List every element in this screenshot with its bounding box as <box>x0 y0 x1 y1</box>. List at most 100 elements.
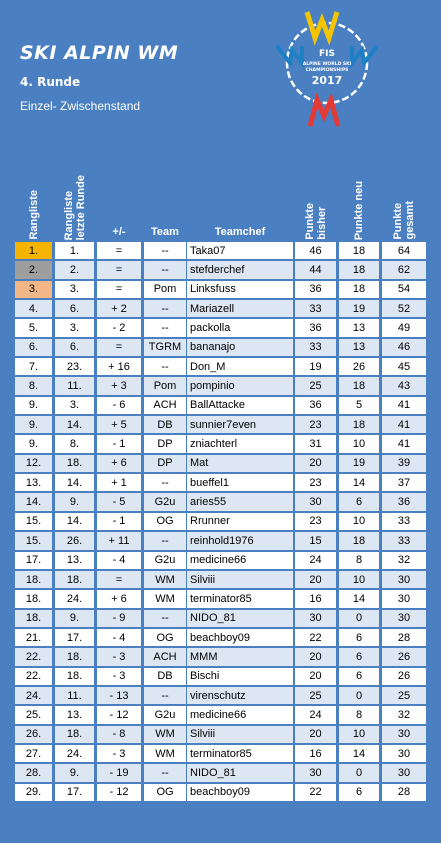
col-header-points-total: Punkte gesamt <box>392 201 416 240</box>
diff-cell: + 6 <box>97 454 141 474</box>
table-row: 9. 14. + 5 DB sunnier7even 23 18 41 <box>15 415 429 435</box>
points-new-cell: 18 <box>339 280 379 300</box>
points-new-cell: 13 <box>339 338 379 358</box>
rank-cell: 3. <box>15 280 52 300</box>
teamchef-cell: Mat <box>187 454 293 474</box>
prev-rank-cell: 18. <box>55 570 94 590</box>
prev-rank-cell: 18. <box>55 648 94 667</box>
points-before-cell: 33 <box>295 300 336 319</box>
table-row: 22. 18. - 3 DB Bischi 20 6 26 <box>15 667 429 686</box>
teamchef-cell: Linksfuss <box>187 280 293 300</box>
prev-rank-cell: 8. <box>55 435 94 454</box>
points-new-cell: 6 <box>339 648 379 667</box>
logo-line3: CHAMPIONSHIPS <box>306 67 349 73</box>
prev-rank-cell: 26. <box>55 532 94 551</box>
prev-rank-cell: 9. <box>55 609 94 628</box>
diff-cell: = <box>97 280 141 300</box>
points-before-cell: 20 <box>295 725 336 744</box>
points-total-cell: 52 <box>382 300 426 319</box>
prev-rank-cell: 11. <box>55 686 94 706</box>
points-before-cell: 22 <box>295 628 336 648</box>
team-cell: OG <box>144 628 186 648</box>
rank-cell: 25. <box>15 706 52 725</box>
rank-cell: 2. <box>15 261 52 280</box>
points-new-cell: 19 <box>339 454 379 474</box>
diff-cell: - 1 <box>97 512 141 532</box>
points-total-cell: 32 <box>382 551 426 570</box>
team-cell: DP <box>144 454 186 474</box>
points-total-cell: 26 <box>382 648 426 667</box>
points-before-cell: 20 <box>295 454 336 474</box>
rank-cell: 29. <box>15 783 52 802</box>
points-new-cell: 6 <box>339 493 379 512</box>
prev-rank-cell: 18. <box>55 454 94 474</box>
points-new-cell: 6 <box>339 667 379 686</box>
points-before-cell: 25 <box>295 377 336 396</box>
table-row: 24. 11. - 13 -- virenschutz 25 0 25 <box>15 686 429 706</box>
diff-cell: = <box>97 570 141 590</box>
rank-cell: 22. <box>15 648 52 667</box>
team-cell: Pom <box>144 377 186 396</box>
points-total-cell: 45 <box>382 358 426 377</box>
table-row: 15. 14. - 1 OG Rrunner 23 10 33 <box>15 512 429 532</box>
rank-cell: 5. <box>15 319 52 338</box>
points-before-cell: 20 <box>295 667 336 686</box>
points-new-cell: 10 <box>339 725 379 744</box>
diff-cell: - 19 <box>97 764 141 783</box>
points-before-cell: 24 <box>295 706 336 725</box>
points-new-cell: 18 <box>339 416 379 435</box>
points-before-cell: 44 <box>295 261 336 280</box>
prev-rank-cell: 17. <box>55 628 94 648</box>
diff-cell: - 1 <box>97 435 141 454</box>
rank-cell: 4. <box>15 300 52 319</box>
team-cell: -- <box>144 242 186 261</box>
points-total-cell: 30 <box>382 590 426 609</box>
points-total-cell: 30 <box>382 725 426 744</box>
team-cell: G2u <box>144 706 186 725</box>
rank-cell: 18. <box>15 590 52 609</box>
table-row: 1. 1. = -- Taka07 46 18 64 <box>15 241 429 261</box>
team-cell: -- <box>144 358 186 377</box>
table-row: 18. 18. = WM Silviii 20 10 30 <box>15 570 429 590</box>
prev-rank-cell: 18. <box>55 725 94 744</box>
prev-rank-cell: 14. <box>55 512 94 532</box>
points-before-cell: 16 <box>295 590 336 609</box>
team-cell: ACH <box>144 396 186 416</box>
points-total-cell: 25 <box>382 686 426 706</box>
table-row: 13. 14. + 1 -- bueffel1 23 14 37 <box>15 473 429 493</box>
prev-rank-cell: 3. <box>55 280 94 300</box>
points-total-cell: 37 <box>382 474 426 493</box>
prev-rank-cell: 17. <box>55 783 94 802</box>
diff-cell: + 2 <box>97 300 141 319</box>
points-before-cell: 33 <box>295 338 336 358</box>
points-total-cell: 30 <box>382 570 426 590</box>
points-before-cell: 16 <box>295 744 336 764</box>
teamchef-cell: virenschutz <box>187 686 293 706</box>
points-before-cell: 30 <box>295 609 336 628</box>
points-before-cell: 36 <box>295 396 336 416</box>
rank-cell: 6. <box>15 338 52 358</box>
points-total-cell: 64 <box>382 242 426 261</box>
points-total-cell: 49 <box>382 319 426 338</box>
prev-rank-cell: 2. <box>55 261 94 280</box>
diff-cell: = <box>97 261 141 280</box>
points-new-cell: 13 <box>339 319 379 338</box>
points-before-cell: 19 <box>295 358 336 377</box>
points-before-cell: 20 <box>295 648 336 667</box>
team-cell: OG <box>144 512 186 532</box>
rank-cell: 9. <box>15 416 52 435</box>
points-total-cell: 32 <box>382 706 426 725</box>
table-row: 8. 11. + 3 Pom pompinio 25 18 43 <box>15 376 429 396</box>
prev-rank-cell: 18. <box>55 667 94 686</box>
table-row: 26. 18. - 8 WM Silviii 20 10 30 <box>15 725 429 744</box>
diff-cell: - 3 <box>97 667 141 686</box>
points-total-cell: 28 <box>382 783 426 802</box>
team-cell: -- <box>144 609 186 628</box>
teamchef-cell: medicine66 <box>187 706 293 725</box>
diff-cell: - 3 <box>97 648 141 667</box>
teamchef-cell: aries55 <box>187 493 293 512</box>
points-before-cell: 15 <box>295 532 336 551</box>
diff-cell: - 2 <box>97 319 141 338</box>
team-cell: DP <box>144 435 186 454</box>
team-cell: -- <box>144 300 186 319</box>
